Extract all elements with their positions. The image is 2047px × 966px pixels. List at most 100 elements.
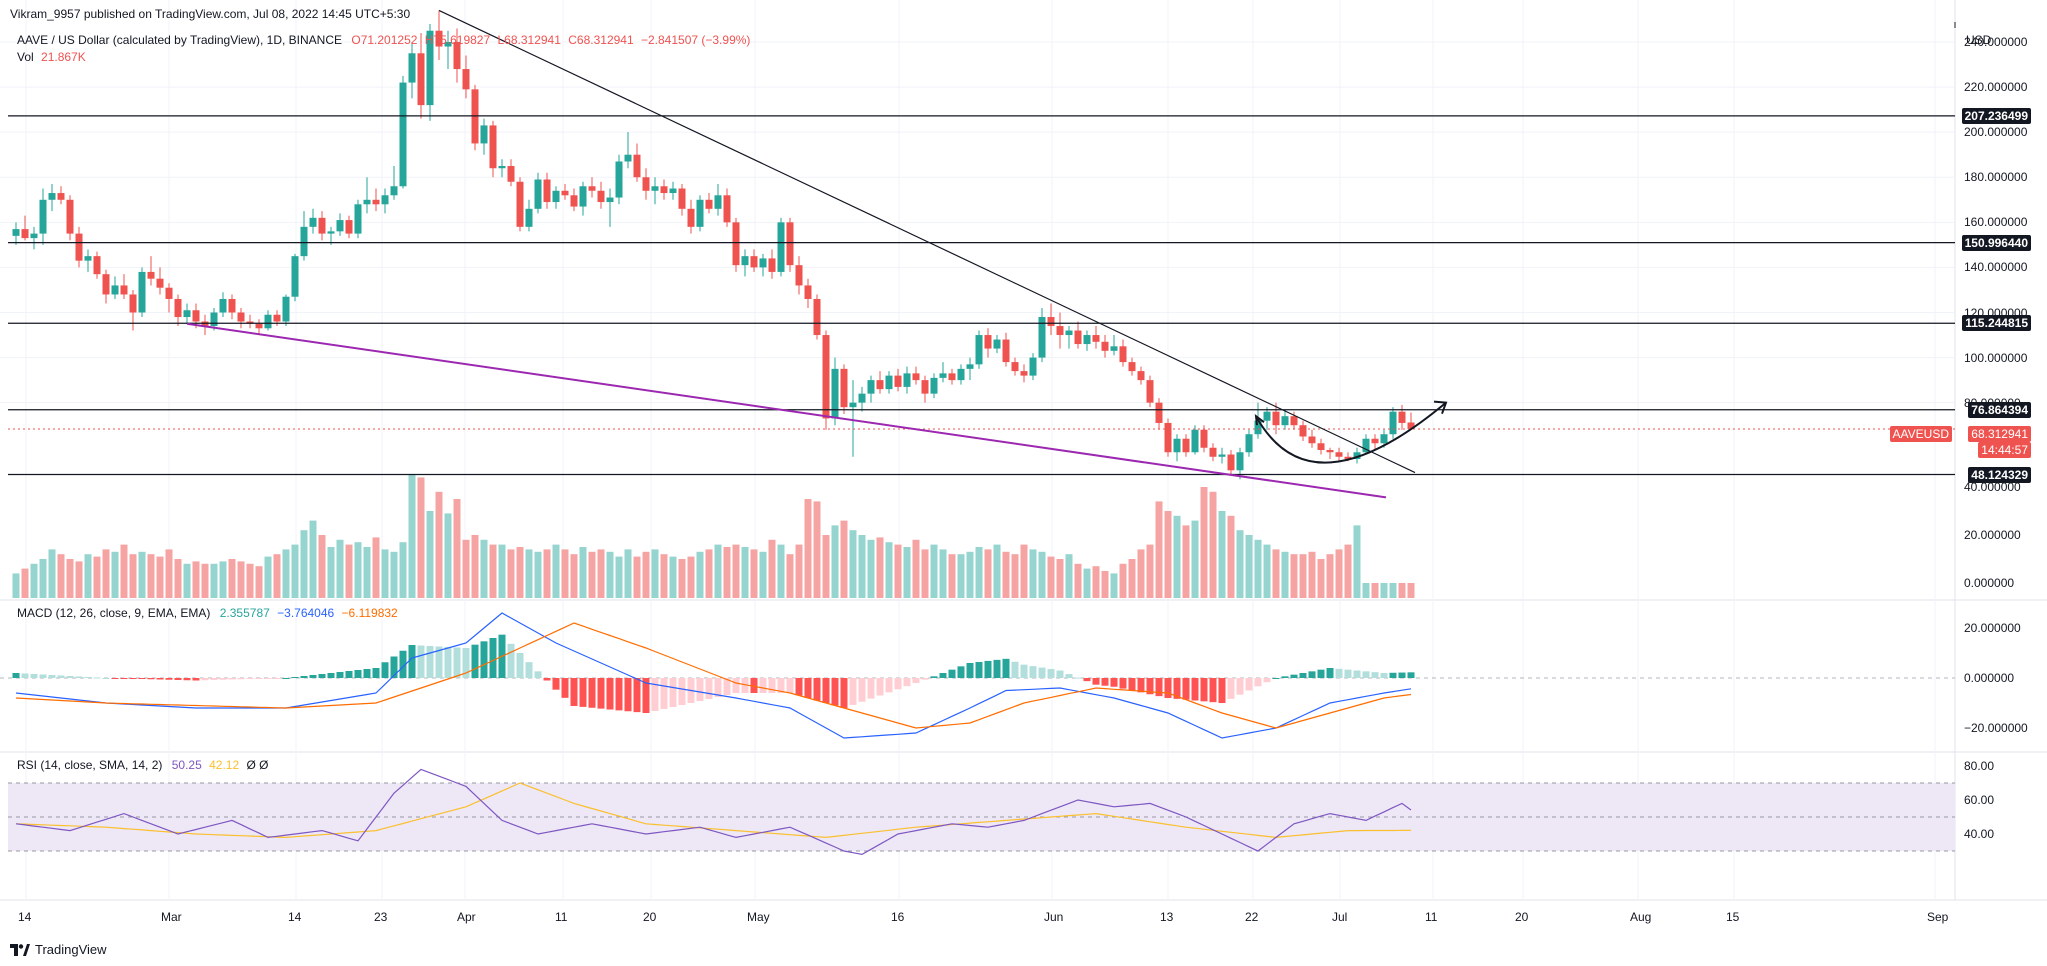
volume-bar xyxy=(1029,549,1037,598)
time-tick-label: 13 xyxy=(1160,910,1174,924)
macd-histogram-bar xyxy=(417,645,425,678)
volume-bar xyxy=(1362,583,1370,598)
volume-bar xyxy=(795,544,803,598)
volume-bar xyxy=(1245,535,1253,598)
macd-histogram-bar xyxy=(1164,678,1172,698)
candle-body xyxy=(1272,411,1280,426)
macd-histogram-bar xyxy=(831,678,839,706)
volume-bar xyxy=(759,551,767,598)
volume-bar xyxy=(129,554,137,598)
candle-body xyxy=(462,69,470,90)
volume-bar xyxy=(768,539,776,598)
candle-body xyxy=(930,377,938,394)
volume-bar xyxy=(876,537,884,598)
volume-bar xyxy=(228,559,236,598)
candle-body xyxy=(1317,443,1325,451)
macd-histogram-bar xyxy=(435,646,443,678)
volume-bar xyxy=(984,549,992,598)
rsi-header[interactable]: RSI (14, close, SMA, 14, 2) 50.25 42.12 … xyxy=(17,758,269,772)
volume-bar xyxy=(1209,491,1217,598)
macd-histogram-bar xyxy=(1281,676,1289,678)
macd-histogram-bar xyxy=(1227,678,1235,699)
volume-bar xyxy=(831,525,839,598)
macd-histogram-bar xyxy=(885,678,893,693)
macd-histogram-bar xyxy=(759,678,767,693)
volume-bar xyxy=(1173,515,1181,598)
macd-histogram-bar xyxy=(282,678,290,679)
volume-bar xyxy=(1281,551,1289,598)
footer-brand[interactable]: TradingView xyxy=(10,942,107,957)
macd-histogram-bar xyxy=(318,674,326,678)
candle-body xyxy=(1335,452,1343,457)
candle-body xyxy=(921,380,929,394)
volume-bar xyxy=(903,547,911,598)
macd-histogram-bar xyxy=(1083,678,1091,682)
macd-histogram-bar xyxy=(669,678,677,707)
volume-bar xyxy=(1389,583,1397,598)
arrow-head-icon xyxy=(1433,400,1448,415)
volume-bar xyxy=(687,556,695,598)
volume-bar xyxy=(1371,583,1379,598)
volume-bar xyxy=(300,530,308,598)
macd-histogram-bar xyxy=(300,676,308,678)
volume-bar xyxy=(336,539,344,598)
volume-bar xyxy=(930,544,938,598)
candle-body xyxy=(624,154,632,162)
macd-histogram-bar xyxy=(966,663,974,678)
volume-bar xyxy=(552,544,560,598)
candle-body xyxy=(813,298,821,336)
volume-bar xyxy=(444,513,452,598)
volume-bar xyxy=(66,559,74,598)
macd-histogram-bar xyxy=(1038,667,1046,678)
ohlc-open: O71.201252 xyxy=(351,33,418,47)
macd-histogram-bar xyxy=(183,678,191,681)
macd-histogram-bar xyxy=(12,673,20,678)
symbol-title[interactable]: AAVE / US Dollar (calculated by TradingV… xyxy=(17,33,343,47)
macd-histogram-bar xyxy=(39,674,47,678)
candle-body xyxy=(156,278,164,288)
rsi-ma-line xyxy=(15,782,1411,839)
candle-body xyxy=(21,229,29,239)
candle-body xyxy=(1083,335,1091,345)
macd-histogram-bar xyxy=(1308,671,1316,678)
volume-bar xyxy=(1308,551,1316,598)
candle-body xyxy=(1038,317,1046,358)
volume-bar xyxy=(417,477,425,598)
macd-histogram-bar xyxy=(1371,672,1379,678)
volume-bar xyxy=(480,539,488,598)
volume-header[interactable]: Vol 21.867K xyxy=(17,50,86,64)
ohlc-close: C68.312941 xyxy=(568,33,634,47)
time-tick-label: 16 xyxy=(891,910,905,924)
macd-histogram-bar xyxy=(741,678,749,693)
candle-body xyxy=(993,339,1001,349)
volume-bar xyxy=(1047,556,1055,598)
candle-body xyxy=(147,271,155,279)
macd-histogram-bar xyxy=(75,676,83,678)
macd-histogram-bar xyxy=(786,678,794,693)
symbol-header: AAVE / US Dollar (calculated by TradingV… xyxy=(17,33,750,47)
macd-histogram-bar xyxy=(1290,674,1298,678)
volume-bar xyxy=(507,549,515,598)
signal-line xyxy=(15,622,1412,729)
volume-bar xyxy=(1056,559,1064,598)
volume-bar xyxy=(705,549,713,598)
candle-body xyxy=(750,256,758,268)
volume-bar xyxy=(561,549,569,598)
volume-bar xyxy=(849,530,857,598)
candle-body xyxy=(264,314,272,329)
macd-histogram-bar xyxy=(840,678,848,708)
macd-histogram-bar xyxy=(903,678,911,687)
volume-bar xyxy=(138,551,146,598)
volume-tick-label: 0.000000 xyxy=(1964,576,2015,590)
footer-brand-text: TradingView xyxy=(35,942,107,957)
macd-histogram-bar xyxy=(1119,678,1127,689)
macd-histogram-bar xyxy=(273,678,281,679)
time-tick-label: Mar xyxy=(161,910,182,924)
volume-bar xyxy=(219,561,227,598)
volume-bar xyxy=(48,549,56,598)
macd-histogram-bar xyxy=(543,678,551,681)
macd-header[interactable]: MACD (12, 26, close, 9, EMA, EMA) 2.3557… xyxy=(17,606,398,620)
macd-histogram-bar xyxy=(327,673,335,678)
macd-histogram-bar xyxy=(1254,678,1262,687)
